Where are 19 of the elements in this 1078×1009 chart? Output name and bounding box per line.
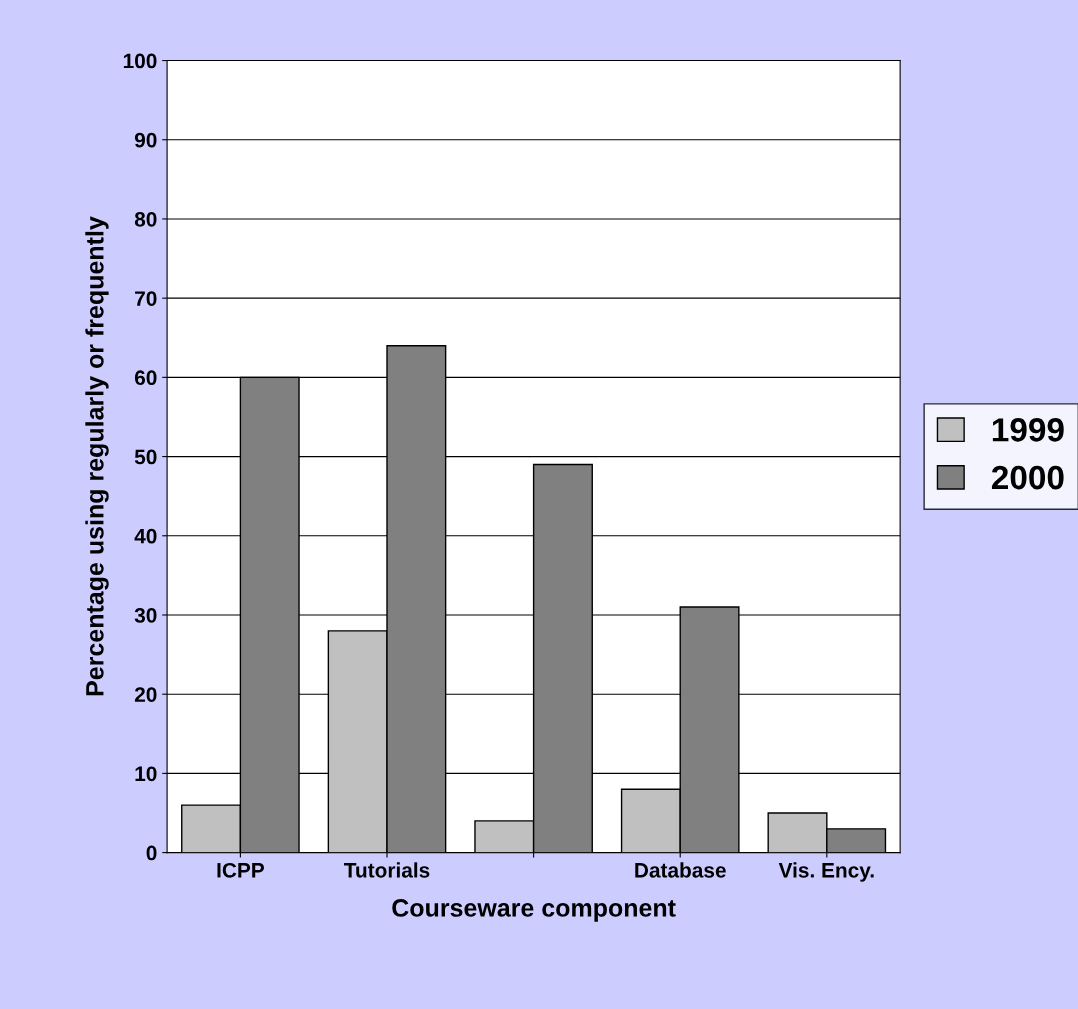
y-tick-label: 60 bbox=[134, 370, 157, 386]
x-axis-title: Courseware component bbox=[392, 899, 676, 922]
legend-label: 2000 bbox=[991, 465, 1064, 490]
legend-label: 1999 bbox=[992, 418, 1064, 442]
y-tick-label: 30 bbox=[134, 607, 157, 623]
y-tick-label: 20 bbox=[134, 687, 157, 702]
y-tick-label: 80 bbox=[134, 211, 157, 227]
y-axis-title: Percentage using regularly or frequently bbox=[85, 216, 109, 696]
x-tick-label: Vis. Ency. bbox=[778, 862, 874, 882]
y-tick-label: 90 bbox=[134, 132, 157, 148]
y-tick-label: 70 bbox=[135, 291, 157, 306]
y-tick-label: 0 bbox=[146, 845, 157, 861]
x-tick-label: Database bbox=[635, 862, 726, 878]
y-tick-label: 100 bbox=[123, 53, 157, 69]
x-tick-label: ICPP bbox=[217, 862, 264, 878]
y-tick-label: 50 bbox=[134, 449, 157, 465]
x-tick-label: Tutorials bbox=[344, 862, 430, 878]
y-tick-label: 40 bbox=[134, 528, 157, 544]
y-tick-label: 10 bbox=[135, 766, 157, 782]
